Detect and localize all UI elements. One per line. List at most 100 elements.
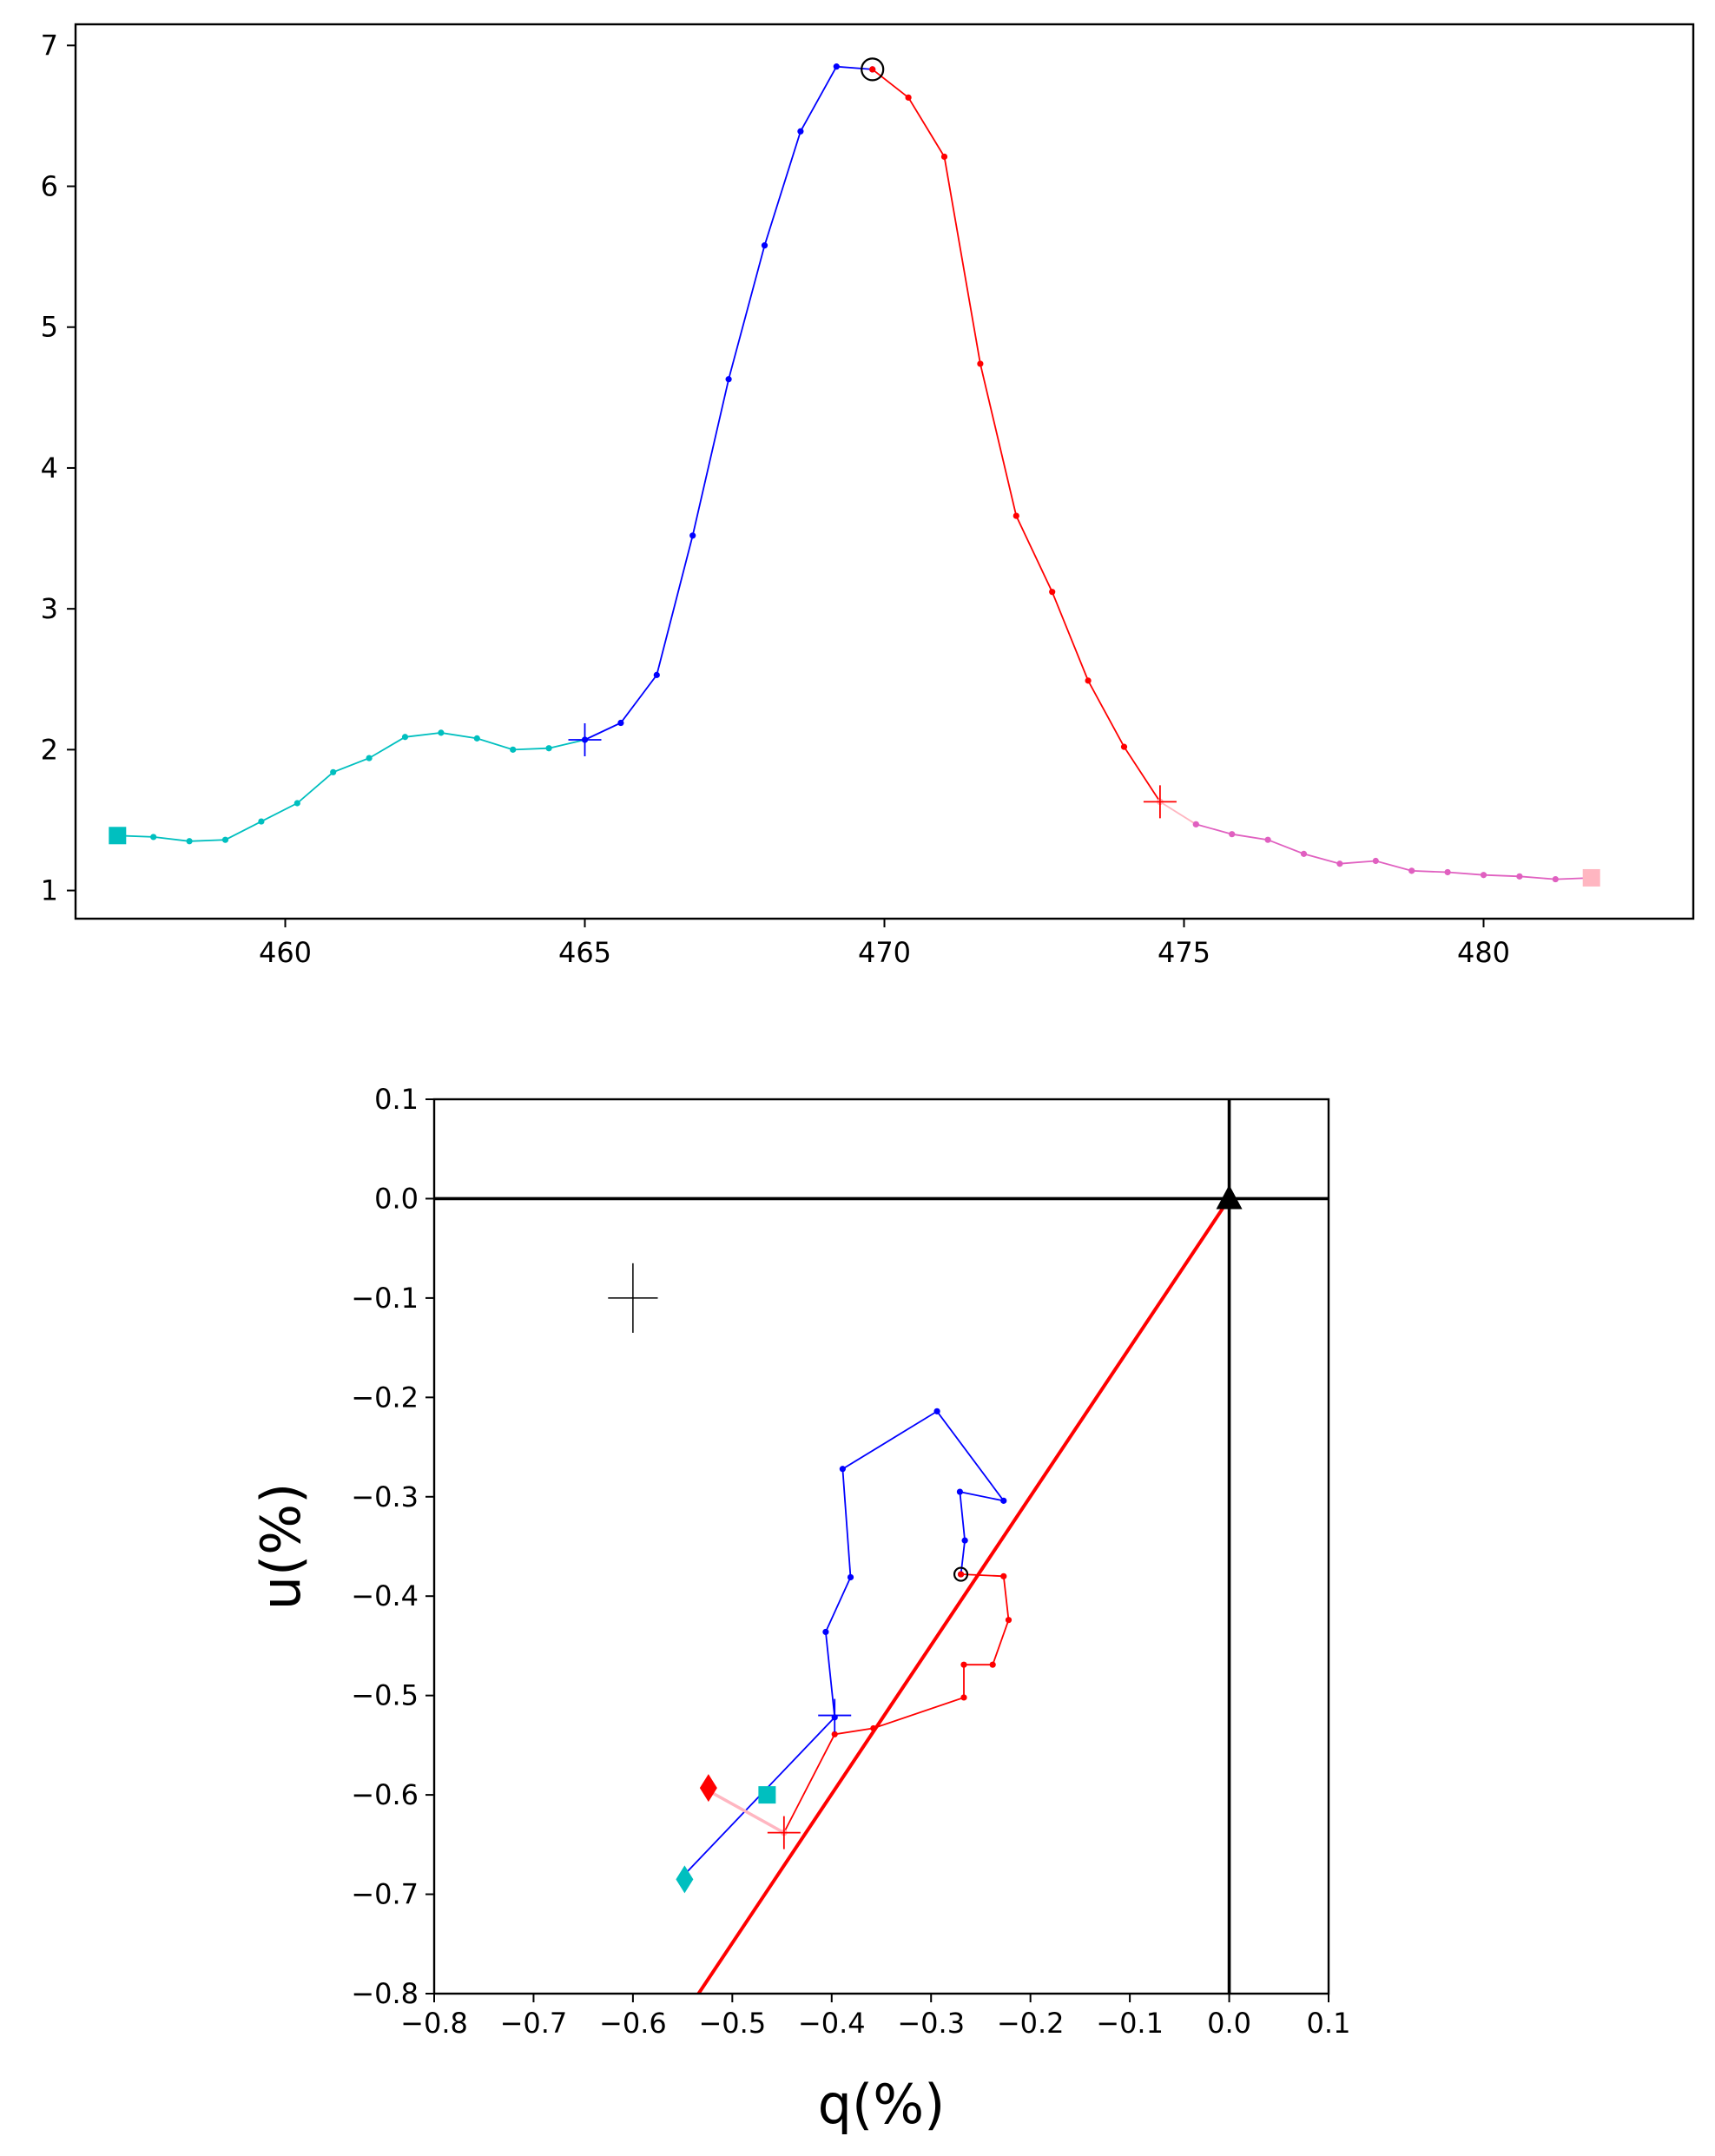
bottom-xtick-label: −0.6: [599, 2007, 667, 2040]
top-series-line: [1159, 801, 1197, 826]
top-chart-marks: [109, 57, 1600, 887]
top-data-point: [438, 729, 445, 736]
top-xtick-label: 465: [558, 936, 611, 969]
bottom-ytick-label: −0.4: [351, 1579, 419, 1612]
top-square-marker: [109, 827, 127, 845]
bottom-diamond-marker: [699, 1774, 717, 1803]
top-chart-xticks: 460 465 470 475 480: [259, 919, 1510, 969]
top-ytick-label: 6: [41, 170, 58, 203]
top-square-marker: [1582, 868, 1600, 887]
top-xtick-label: 480: [1457, 936, 1510, 969]
top-series-line: [1196, 823, 1592, 880]
top-ytick-label: 2: [41, 733, 58, 766]
bottom-ytick-label: 0.0: [374, 1182, 419, 1215]
top-data-point: [653, 671, 660, 678]
bottom-ytick-label: −0.8: [351, 1977, 419, 2010]
top-data-point: [1372, 857, 1379, 865]
bottom-xtick-label: −0.7: [500, 2007, 568, 2040]
top-data-point: [1480, 872, 1487, 879]
top-series-line: [117, 731, 585, 842]
bottom-data-point: [831, 1731, 838, 1737]
bottom-data-point: [961, 1537, 968, 1544]
bottom-xtick-label: −0.8: [400, 2007, 468, 2040]
top-data-point: [366, 755, 373, 762]
bottom-data-point: [1000, 1497, 1007, 1504]
bottom-diamond-marker: [676, 1865, 694, 1894]
top-data-point: [258, 818, 265, 825]
bottom-ytick-label: −0.6: [351, 1778, 419, 1811]
bottom-chart-marks: [434, 1099, 1329, 1995]
top-data-point: [1013, 512, 1019, 519]
top-data-point: [689, 532, 696, 539]
top-series-line: [872, 69, 1161, 802]
bottom-xtick-label: −0.2: [997, 2007, 1065, 2040]
bottom-chart-ylabel: u(%): [249, 1483, 313, 1611]
bottom-chart: −0.8 −0.7 −0.6 −0.5 −0.4 −0.3 −0.2 −0.1 0.0 0.1 0…: [249, 1083, 1350, 2136]
bottom-data-point: [870, 1724, 877, 1732]
top-data-point: [473, 735, 480, 742]
bottom-data-point: [933, 1408, 940, 1414]
bottom-data-point: [847, 1573, 854, 1581]
top-data-point: [1552, 875, 1559, 883]
top-data-point: [186, 838, 193, 845]
bottom-chart-yticks: 0.1 0.0 −0.1 −0.2 −0.3 −0.4 −0.5 −0.6 −0.7 −0.8: [351, 1083, 434, 2010]
bottom-data-point: [822, 1628, 829, 1636]
bottom-series-line: [709, 1790, 785, 1835]
top-data-point: [1049, 589, 1056, 596]
top-ytick-label: 7: [41, 29, 58, 62]
bottom-data-point: [956, 1488, 964, 1495]
bottom-ytick-label: −0.3: [351, 1480, 419, 1513]
top-ytick-label: 5: [41, 311, 58, 344]
top-xtick-label: 460: [259, 936, 312, 969]
top-data-point: [617, 719, 624, 727]
top-data-point: [1229, 831, 1236, 838]
top-ytick-label: 3: [41, 592, 58, 625]
bottom-xtick-label: 0.0: [1207, 2007, 1251, 2040]
top-series-line: [584, 65, 873, 741]
bottom-chart-frame: [432, 1098, 1330, 1995]
bottom-plus-marker: [767, 1816, 801, 1849]
bottom-chart-xticks: −0.8 −0.7 −0.6 −0.5 −0.4 −0.3 −0.2 −0.1 0.0 0.1: [400, 1994, 1350, 2040]
top-ytick-label: 1: [41, 874, 58, 907]
bottom-ytick-label: −0.2: [351, 1381, 419, 1414]
bottom-triangle-marker: [1216, 1184, 1243, 1210]
top-data-point: [725, 376, 732, 383]
top-data-point: [940, 153, 948, 161]
top-data-point: [1264, 836, 1271, 843]
bottom-ytick-label: −0.5: [351, 1679, 419, 1712]
bottom-data-point: [1000, 1572, 1007, 1579]
top-xtick-label: 475: [1158, 936, 1210, 969]
top-chart-yticks: 1 2 3 4 5 6 7: [41, 29, 76, 907]
bottom-xtick-label: −0.4: [798, 2007, 866, 2040]
top-data-point: [1408, 867, 1415, 874]
bottom-data-point: [960, 1694, 967, 1701]
bottom-ytick-label: −0.7: [351, 1878, 419, 1911]
bottom-data-point: [1005, 1617, 1013, 1624]
top-data-point: [761, 242, 768, 249]
bottom-xtick-label: −0.5: [698, 2007, 766, 2040]
top-ytick-label: 4: [41, 452, 58, 485]
top-data-point: [1516, 873, 1523, 880]
top-data-point: [1300, 850, 1308, 857]
top-data-point: [905, 94, 912, 101]
top-data-point: [221, 836, 229, 843]
top-xtick-label: 470: [858, 936, 911, 969]
top-circle-marker: [861, 57, 885, 82]
bottom-series-line: [783, 1573, 1010, 1834]
top-data-point: [1085, 677, 1092, 684]
top-data-point: [797, 128, 804, 135]
top-data-point: [1192, 821, 1199, 827]
bottom-ytick-label: −0.1: [351, 1282, 419, 1315]
bottom-data-point: [839, 1466, 846, 1473]
bottom-ytick-label: 0.1: [374, 1083, 419, 1116]
top-data-point: [1444, 868, 1451, 876]
bottom-circle-marker: [953, 1566, 969, 1582]
top-data-point: [330, 768, 337, 775]
top-data-point: [510, 746, 517, 753]
top-data-point: [833, 63, 840, 70]
bottom-series-line: [683, 1410, 1006, 1876]
top-plus-marker: [568, 723, 602, 756]
top-data-point: [294, 800, 300, 807]
top-data-point: [1120, 743, 1128, 750]
bottom-square-marker: [758, 1786, 776, 1804]
